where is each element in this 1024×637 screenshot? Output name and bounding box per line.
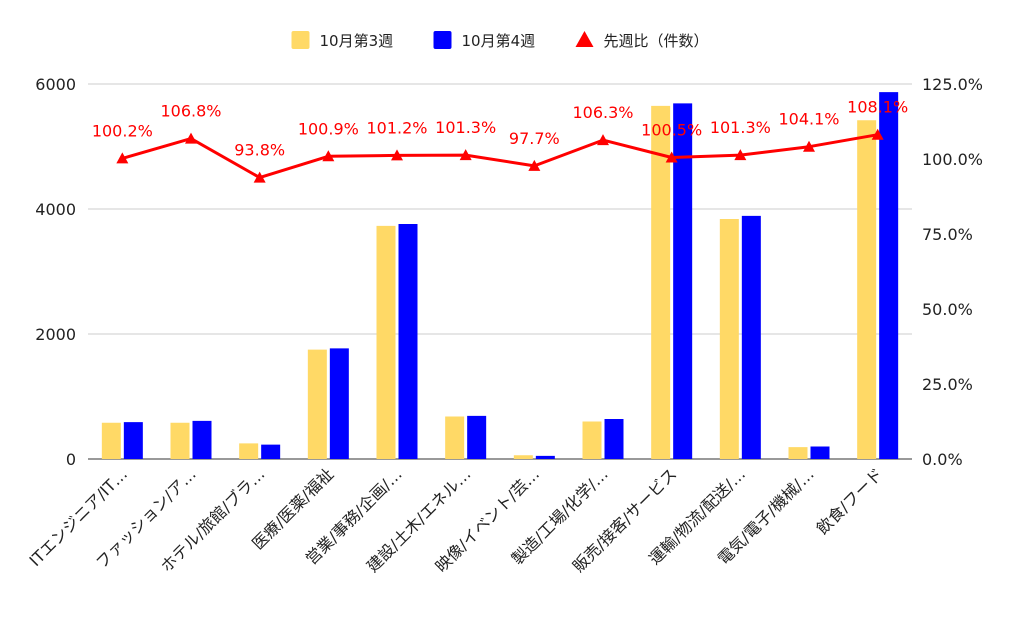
bar-week4 xyxy=(398,224,418,459)
ratio-point xyxy=(459,149,472,161)
bar-week3 xyxy=(788,447,808,459)
ratio-point xyxy=(322,150,335,162)
bar-week4 xyxy=(261,444,281,459)
bar-week3 xyxy=(719,219,739,459)
ratio-data-label: 106.3% xyxy=(572,103,633,122)
bar-week3 xyxy=(101,422,121,459)
ratio-data-label: 101.2% xyxy=(366,118,427,137)
ratio-point xyxy=(185,132,197,144)
bar-week3 xyxy=(170,422,190,459)
ratio-data-label: 100.2% xyxy=(92,121,153,140)
legend-label: 10月第4週 xyxy=(462,32,536,50)
legend-label: 先週比（件数） xyxy=(604,32,709,50)
ratio-point xyxy=(528,159,541,171)
ratio-data-label: 97.7% xyxy=(509,129,560,148)
x-tick-label: 飲食/フード xyxy=(813,464,887,538)
ratio-point xyxy=(253,171,266,183)
ratio-data-label: 101.3% xyxy=(435,118,496,137)
bar-week3 xyxy=(376,225,396,459)
ratio-data-label: 100.5% xyxy=(641,121,702,140)
y-right-tick-label: 0.0% xyxy=(922,450,963,469)
bar-week4 xyxy=(604,419,624,459)
y-right-tick-label: 25.0% xyxy=(922,375,973,394)
legend-swatch xyxy=(433,31,452,49)
y-left-tick-label: 2000 xyxy=(35,325,76,344)
ratio-data-label: 101.3% xyxy=(710,118,771,137)
ratio-data-label: 93.8% xyxy=(234,141,285,160)
ratio-point xyxy=(665,151,678,163)
y-left-tick-label: 0 xyxy=(66,450,76,469)
ratio-data-label: 104.1% xyxy=(778,110,839,129)
y-right-tick-label: 100.0% xyxy=(922,150,983,169)
ratio-point xyxy=(597,134,609,146)
ratio-point xyxy=(734,149,747,161)
bar-week4 xyxy=(192,420,212,459)
y-left-tick-label: 6000 xyxy=(35,75,76,94)
bar-week4 xyxy=(741,215,761,459)
ratio-point xyxy=(391,149,403,161)
legend-label: 10月第3週 xyxy=(320,32,394,50)
ratio-point xyxy=(803,140,815,152)
ratio-point xyxy=(871,128,884,140)
legend-swatch xyxy=(291,31,310,49)
legend-swatch-line xyxy=(575,31,594,47)
bar-week3 xyxy=(651,105,671,459)
bar-week4 xyxy=(535,455,555,459)
y-right-tick-label: 50.0% xyxy=(922,300,973,319)
bar-week3 xyxy=(582,421,602,459)
bar-week3 xyxy=(445,416,465,459)
bar-week4 xyxy=(879,92,899,459)
bar-week4 xyxy=(123,422,143,459)
ratio-data-label: 108.1% xyxy=(847,98,908,117)
ratio-data-label: 100.9% xyxy=(298,119,359,138)
bar-week3 xyxy=(307,349,327,459)
ratio-line xyxy=(121,133,878,180)
ratio-data-label: 106.8% xyxy=(160,102,221,121)
bar-week4 xyxy=(329,348,349,459)
y-right-tick-label: 75.0% xyxy=(922,225,973,244)
bar-week3 xyxy=(239,443,259,459)
bar-week3 xyxy=(513,455,533,459)
bar-week4 xyxy=(810,446,830,459)
bar-week3 xyxy=(857,120,877,459)
y-left-tick-label: 4000 xyxy=(35,200,76,219)
bar-week4 xyxy=(673,103,693,459)
ratio-point xyxy=(116,152,129,164)
y-right-tick-label: 125.0% xyxy=(922,75,983,94)
bar-week4 xyxy=(467,415,487,459)
